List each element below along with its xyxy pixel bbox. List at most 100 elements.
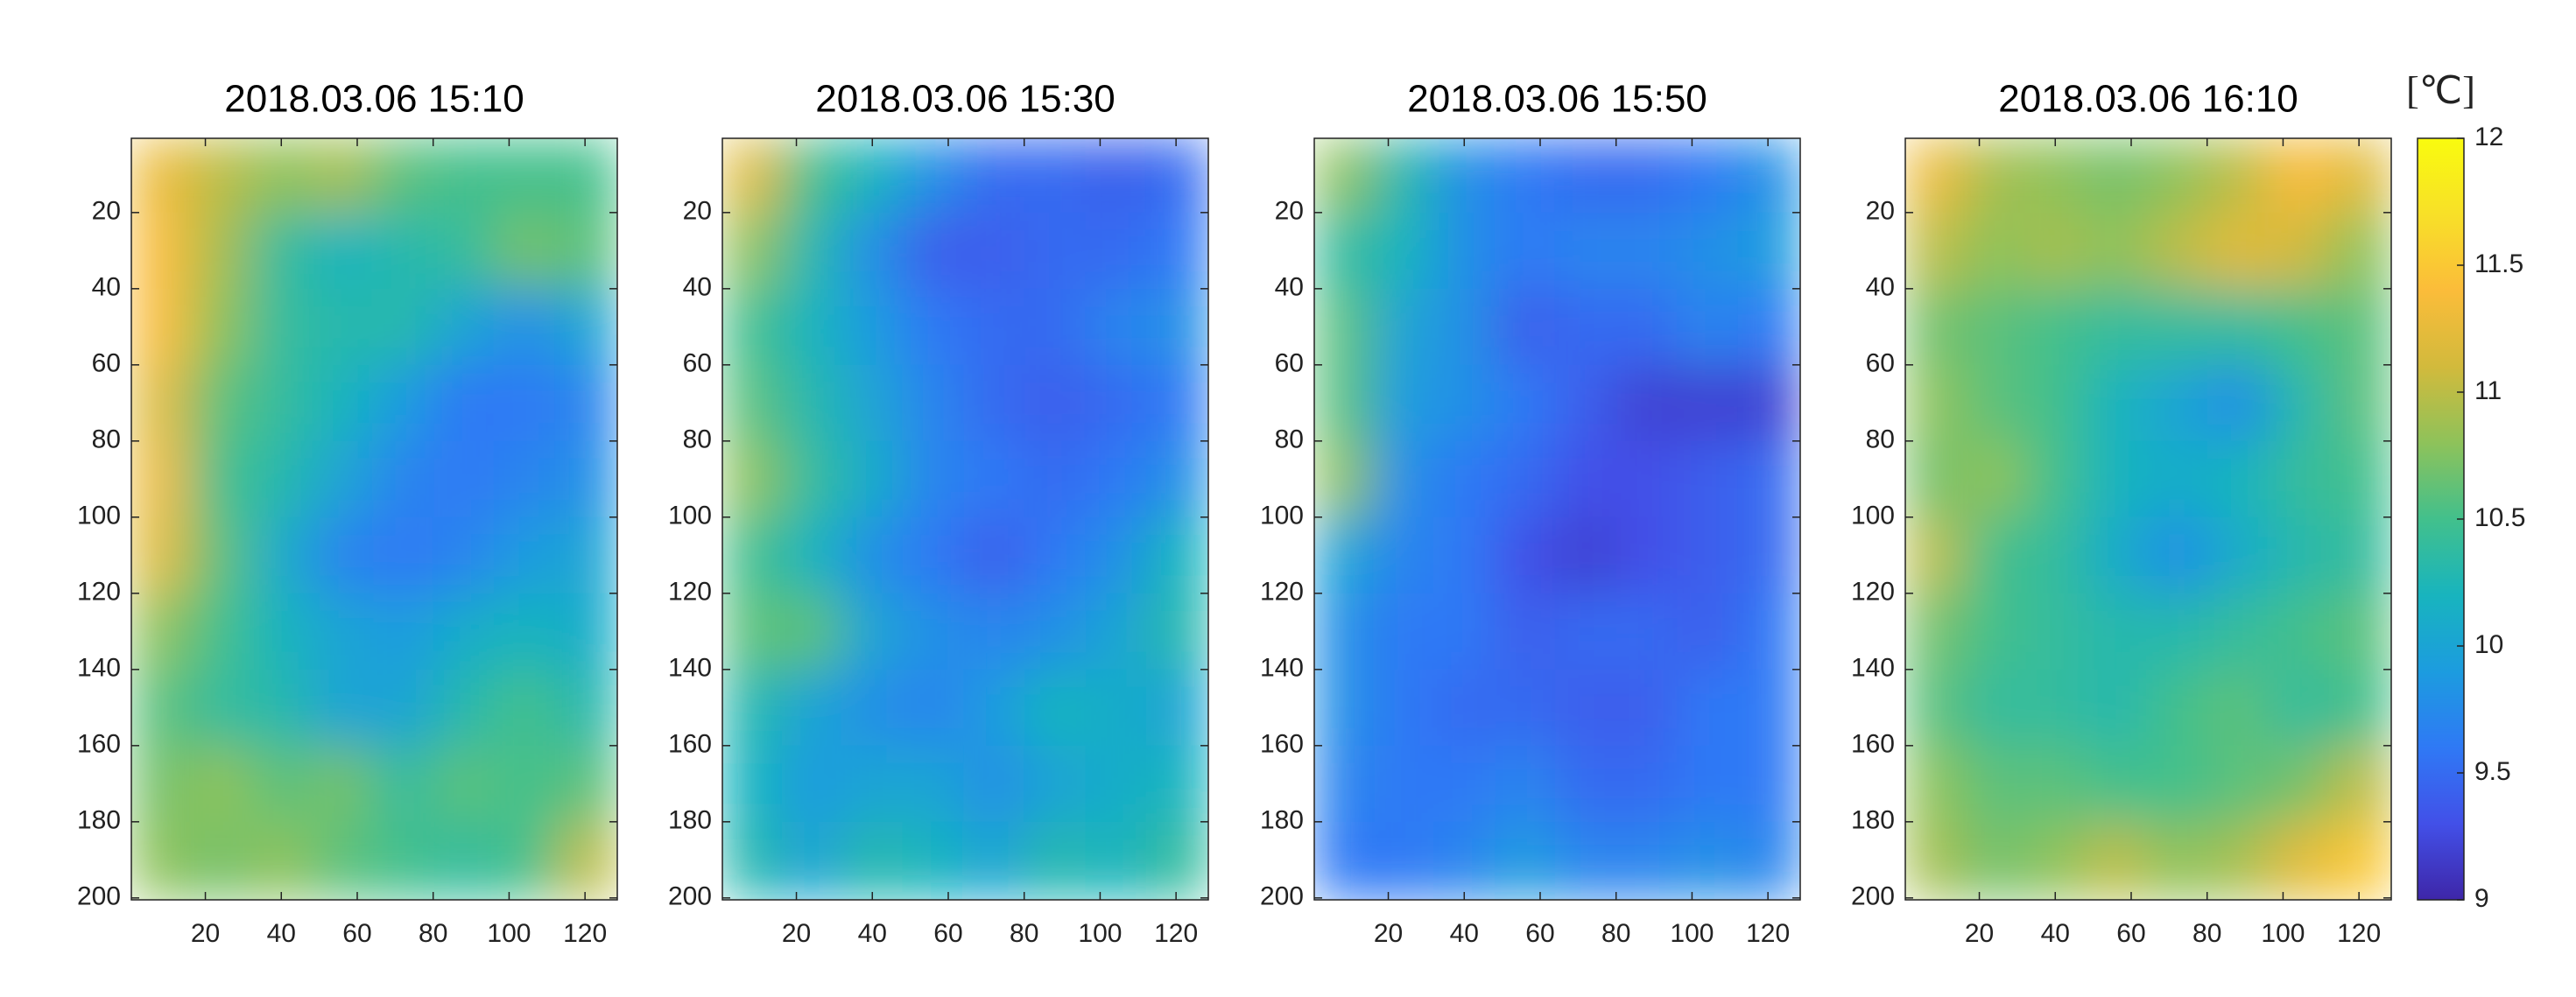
heatmap-cell (841, 288, 904, 366)
heatmap-cell (372, 440, 434, 518)
heatmap-cell (1964, 440, 2026, 518)
y-tick-label: 140 (1851, 654, 1895, 683)
heatmap-cell (190, 516, 252, 594)
heatmap-cell (1145, 288, 1209, 366)
heatmap-cell (2085, 364, 2147, 442)
y-tick-label: 80 (1866, 425, 1895, 454)
heatmap-cell (1905, 288, 1965, 366)
heatmap-cell (1024, 669, 1086, 747)
heatmap-cell (1494, 440, 1556, 518)
x-tick-label: 100 (1078, 919, 1122, 948)
heatmap-cell (963, 593, 1025, 671)
heatmap-cell (1085, 288, 1146, 366)
y-tick-label: 60 (1866, 349, 1895, 378)
heatmap-cell (1373, 138, 1435, 214)
y-tick-label: 100 (1260, 502, 1304, 530)
heatmap-cell (1373, 745, 1435, 823)
heatmap-cell (2024, 440, 2087, 518)
heatmap-cell (554, 138, 618, 214)
x-tick-label: 20 (1965, 919, 1994, 948)
heatmap-cell (2328, 288, 2392, 366)
heatmap-cell (1555, 593, 1617, 671)
colorbar-tick-label: 10 (2474, 630, 2503, 659)
heatmap-cell (2146, 821, 2208, 901)
y-tick-label: 140 (77, 654, 121, 683)
heatmap-cell (433, 138, 495, 214)
heatmap-cell (1964, 745, 2026, 823)
heatmap-cell (311, 288, 373, 366)
heatmap-cell (311, 212, 373, 290)
heatmap-cell (1085, 745, 1146, 823)
y-tick-label: 20 (92, 197, 121, 226)
heatmap-cell (1964, 516, 2026, 594)
heatmap-cell (902, 138, 964, 214)
heatmap-cell (902, 745, 964, 823)
heatmap-cell (2146, 138, 2208, 214)
heatmap-cell (1314, 212, 1374, 290)
heatmap-cell (1314, 364, 1374, 442)
x-tick-label: 100 (2261, 919, 2305, 948)
heatmap-cell (494, 745, 555, 823)
heatmap-cell (1314, 138, 1374, 214)
heatmap-cell (841, 745, 904, 823)
heatmap-cell (2085, 745, 2147, 823)
y-tick-label: 160 (1851, 730, 1895, 759)
heatmap-cell (2268, 364, 2329, 442)
heatmap-cell (1145, 593, 1209, 671)
x-tick-label: 80 (1010, 919, 1038, 948)
heatmap-cell (1314, 516, 1374, 594)
y-tick-label: 60 (92, 349, 121, 378)
chart-title: 2018.03.06 15:50 (1407, 78, 1707, 121)
heatmap-cell (433, 593, 495, 671)
y-tick-label: 60 (1275, 349, 1304, 378)
chart-title: 2018.03.06 16:10 (1998, 78, 2298, 121)
heatmap-cell (2146, 593, 2208, 671)
heatmap-cell (722, 212, 782, 290)
heatmap-cell (1615, 440, 1678, 518)
heatmap-cell (1677, 593, 1738, 671)
heatmap-cell (372, 212, 434, 290)
heatmap-cell (190, 212, 252, 290)
x-tick-label: 40 (1450, 919, 1479, 948)
heatmap-cell (2146, 288, 2208, 366)
heatmap-cell (250, 821, 313, 901)
y-tick-label: 160 (668, 730, 712, 759)
heatmap-cell (902, 821, 964, 901)
heatmap-cell (2206, 288, 2269, 366)
y-tick-label: 200 (77, 882, 121, 911)
x-tick-label: 80 (2192, 919, 2221, 948)
heatmap-cell (781, 516, 843, 594)
heatmap-cell (2206, 138, 2269, 214)
heatmap-cell (131, 212, 191, 290)
y-tick-label: 20 (683, 197, 712, 226)
heatmap-cell (1964, 138, 2026, 214)
heatmap-cell (1024, 593, 1086, 671)
heatmap-cell (554, 288, 618, 366)
heatmap-cell (781, 212, 843, 290)
heatmap-cell (1615, 593, 1678, 671)
heatmap-cell (2024, 288, 2087, 366)
x-tick-label: 20 (191, 919, 220, 948)
heatmap-cell (190, 593, 252, 671)
heatmap-cell (2024, 669, 2087, 747)
heatmap-cell (963, 212, 1025, 290)
heatmap-cell (2085, 440, 2147, 518)
heatmap-cell (1615, 669, 1678, 747)
heatmap-cell (554, 745, 618, 823)
y-tick-label: 180 (77, 806, 121, 835)
heatmap-cell (2328, 821, 2392, 901)
heatmap-cell (433, 288, 495, 366)
heatmap-cell (250, 212, 313, 290)
heatmap-cell (2024, 593, 2087, 671)
heatmap-cell (1905, 440, 1965, 518)
heatmap-cell (311, 138, 373, 214)
heatmap-cell (1677, 516, 1738, 594)
heatmap-cell (494, 288, 555, 366)
heatmap-cell (372, 745, 434, 823)
heatmap-cell (131, 745, 191, 823)
heatmap-cell (2206, 212, 2269, 290)
x-tick-label: 120 (1154, 919, 1198, 948)
heatmap-cell (554, 440, 618, 518)
heatmap-cell (131, 364, 191, 442)
heatmap-cell (494, 440, 555, 518)
